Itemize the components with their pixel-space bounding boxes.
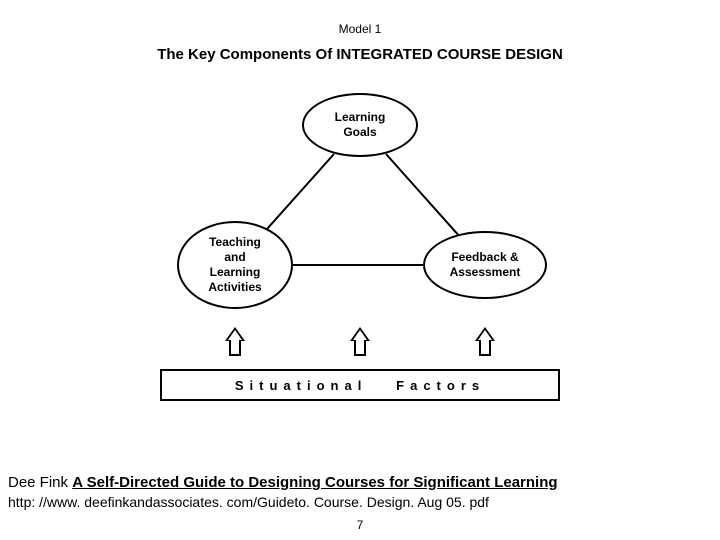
- diagram-edge: [293, 264, 423, 266]
- up-arrow-icon: [472, 327, 498, 356]
- citation-title: A Self-Directed Guide to Designing Cours…: [72, 474, 557, 491]
- node-goals: Learning Goals: [302, 93, 418, 157]
- model-label: Model 1: [0, 0, 720, 36]
- citation-author: Dee Fink: [8, 474, 72, 491]
- diagram-canvas: Learning GoalsTeaching and Learning Acti…: [130, 75, 590, 425]
- diagram-edge: [385, 153, 459, 235]
- citation-block: Dee Fink A Self-Directed Guide to Design…: [8, 473, 558, 512]
- node-feedback: Feedback & Assessment: [423, 231, 547, 299]
- page-number: 7: [0, 518, 720, 532]
- up-arrow-icon: [222, 327, 248, 356]
- situational-factors-box: Situational Factors: [160, 369, 560, 401]
- citation-url: http: //www. deefinkandassociates. com/G…: [8, 494, 489, 510]
- main-title: The Key Components Of INTEGRATED COURSE …: [0, 36, 720, 63]
- node-activities: Teaching and Learning Activities: [177, 221, 293, 309]
- diagram-edge: [267, 153, 335, 229]
- up-arrow-icon: [347, 327, 373, 356]
